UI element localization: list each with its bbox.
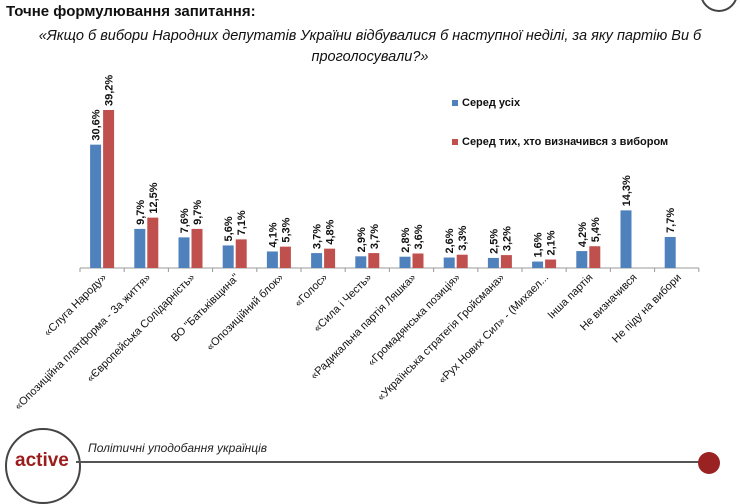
bar-all <box>576 251 588 268</box>
bar-decided <box>412 253 424 268</box>
legend-label: Серед усіх <box>462 97 521 109</box>
legend-swatch <box>452 100 458 106</box>
bar-decided <box>368 253 380 268</box>
data-label: 3,7% <box>369 224 381 249</box>
bar-all <box>443 257 455 268</box>
bar-decided <box>235 239 247 268</box>
footer-dot <box>698 452 720 474</box>
bar-all <box>311 253 323 268</box>
data-label: 2,9% <box>356 227 368 252</box>
bar-all <box>222 245 234 268</box>
logo-text: active <box>15 450 69 471</box>
data-label: 39,2% <box>104 75 116 106</box>
data-label: 3,7% <box>312 224 324 249</box>
bar-decided <box>589 246 601 268</box>
bar-all <box>532 261 544 268</box>
page-title: Точне формулювання запитання: <box>6 3 256 20</box>
footer-divider <box>76 461 706 463</box>
data-label: 2,1% <box>546 230 558 255</box>
bar-all <box>399 256 411 268</box>
category-label: «Опозиційний блок» <box>204 272 286 354</box>
data-label: 7,7% <box>665 208 677 233</box>
bar-decided <box>545 259 557 268</box>
data-label: 3,3% <box>457 225 469 250</box>
bar-all <box>178 237 190 268</box>
data-label: 5,6% <box>223 216 235 241</box>
category-label: «Голос» <box>292 272 330 310</box>
data-label: 4,8% <box>325 219 337 244</box>
data-label: 5,3% <box>280 217 292 242</box>
bar-chart: 30,6%39,2%«Слуга Народу»9,7% 12,5%«Опозиц… <box>12 75 700 413</box>
data-label: 3,6% <box>413 224 425 249</box>
data-label: 1,6% <box>533 232 545 257</box>
bar-decided <box>147 217 159 268</box>
bar-decided <box>456 254 468 268</box>
data-label: 3,2% <box>501 226 513 251</box>
question-text: «Якщо б вибори Народних депутатів Україн… <box>38 28 702 65</box>
data-label: 12,5% <box>148 182 160 213</box>
data-label: 2,5% <box>488 229 500 254</box>
data-label: 9,7% <box>192 200 204 225</box>
data-label: 4,2% <box>577 222 589 247</box>
bar-all <box>90 144 102 268</box>
footer-caption: Політичні уподобання українців <box>88 441 268 455</box>
data-label: 9,7% <box>135 200 147 225</box>
data-label: 7,1% <box>236 210 248 235</box>
legend-swatch <box>452 139 458 145</box>
bar-decided <box>191 228 203 268</box>
bar-decided <box>500 255 512 268</box>
data-label: 5,4% <box>590 217 602 242</box>
data-label: 30,6% <box>91 109 103 140</box>
bar-all <box>134 228 146 268</box>
bar-all <box>355 256 367 268</box>
bar-decided <box>324 248 336 268</box>
category-label: «Громадянська позиція» <box>366 272 463 369</box>
bar-decided <box>103 110 115 268</box>
legend-label: Серед тих, хто визначився з вибором <box>462 136 668 148</box>
bar-all <box>620 210 632 268</box>
bar-all <box>266 251 278 268</box>
bar-decided <box>279 246 291 268</box>
data-label: 2,6% <box>444 228 456 253</box>
data-label: 2,8% <box>400 227 412 252</box>
data-label: 7,6% <box>179 208 191 233</box>
data-label: 4,1% <box>267 222 279 247</box>
bar-all <box>487 257 499 268</box>
bar-all <box>664 236 676 268</box>
active-logo: active <box>5 428 81 504</box>
data-label: 14,3% <box>621 175 633 206</box>
